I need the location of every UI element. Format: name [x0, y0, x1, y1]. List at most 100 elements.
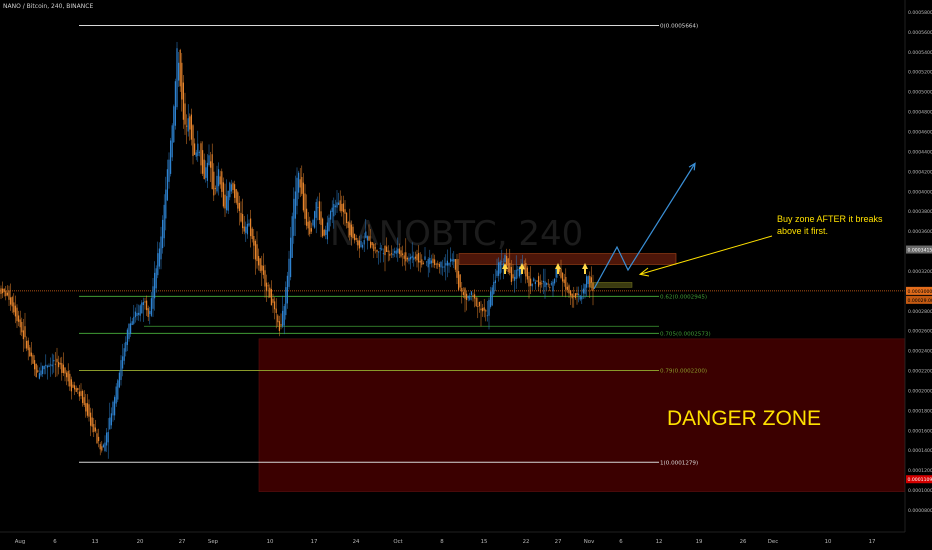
- candle-body: [34, 360, 36, 370]
- candle-body: [104, 442, 106, 452]
- price-tick-label: 0.0003800: [908, 209, 932, 215]
- candle-body: [451, 259, 453, 262]
- candle-body: [126, 329, 128, 345]
- candle-body: [170, 140, 172, 174]
- candle-body: [526, 267, 528, 280]
- projection-arrowhead: [688, 162, 696, 171]
- candle-body: [3, 288, 5, 292]
- candle-body: [318, 201, 320, 221]
- candle-body: [432, 258, 434, 263]
- candle-body: [478, 301, 480, 307]
- candle-body: [558, 268, 560, 272]
- candle-body: [342, 203, 344, 213]
- candle-body: [54, 363, 56, 365]
- rejection-marker: [502, 263, 508, 274]
- candle-body: [437, 263, 439, 265]
- candle-body: [298, 172, 300, 193]
- price-tick-label: 0.0004000: [908, 189, 932, 195]
- candle-body: [106, 432, 108, 446]
- candle-body: [27, 340, 29, 351]
- candle-body: [282, 310, 284, 327]
- candle-body: [354, 233, 356, 241]
- time-tick-label: Oct: [393, 539, 402, 545]
- candle-body: [352, 226, 354, 239]
- candle-body: [293, 198, 295, 236]
- price-tick-label: 0.0005400: [908, 50, 932, 56]
- price-tick-label: 0.0002600: [908, 329, 932, 335]
- price-tick-label: 0.0003600: [908, 229, 932, 235]
- candle-body: [360, 241, 362, 248]
- candle-body: [2, 288, 4, 294]
- candle-body: [162, 219, 164, 249]
- candle-body: [208, 155, 210, 165]
- candle-body: [589, 275, 591, 288]
- candle-body: [283, 306, 285, 326]
- candle-body: [141, 302, 143, 314]
- candle-body: [114, 397, 116, 416]
- candle-body: [365, 231, 367, 238]
- candle-body: [99, 444, 101, 450]
- candle-body: [494, 280, 496, 284]
- candle-body: [91, 417, 93, 427]
- candle-body: [502, 263, 504, 268]
- candle-body: [450, 258, 452, 262]
- time-tick-label: Dec: [768, 539, 778, 545]
- candle-body: [430, 260, 432, 264]
- candle-body: [250, 218, 252, 237]
- candle-body: [406, 257, 408, 260]
- candle-body: [80, 391, 82, 396]
- candle-body: [32, 355, 34, 364]
- candle-body: [24, 326, 26, 338]
- candle-body: [227, 190, 229, 211]
- candle-body: [274, 301, 276, 310]
- candle-body: [238, 202, 240, 212]
- candle-body: [458, 271, 460, 290]
- candle-body: [0, 288, 2, 294]
- candle-body: [339, 200, 341, 211]
- candle-body: [590, 277, 592, 283]
- candle-body: [531, 283, 533, 287]
- candle-body: [464, 288, 466, 299]
- candle-body: [173, 106, 175, 143]
- candle-body: [550, 283, 552, 285]
- candle-body: [194, 143, 196, 155]
- candle-body: [253, 236, 255, 246]
- candle-body: [570, 290, 572, 296]
- candle-body: [317, 207, 319, 209]
- candle-body: [384, 245, 386, 256]
- candle-body: [426, 261, 428, 263]
- candle-body: [307, 221, 309, 229]
- time-tick-label: 15: [481, 539, 488, 545]
- candle-body: [229, 182, 231, 198]
- time-tick-label: 6: [53, 539, 57, 545]
- candle-body: [325, 229, 327, 235]
- candle-body: [571, 293, 573, 299]
- candle-body: [446, 260, 448, 266]
- candle-body: [174, 81, 176, 126]
- candle-body: [237, 192, 239, 209]
- candle-body: [549, 287, 551, 288]
- candle-body: [232, 183, 234, 190]
- candle-body: [498, 262, 500, 276]
- candle-body: [454, 259, 456, 270]
- candle-body: [434, 259, 436, 266]
- candle-body: [402, 253, 404, 255]
- candle-body: [197, 143, 199, 156]
- candle-body: [358, 240, 360, 249]
- candle-body: [160, 236, 162, 260]
- candle-body: [542, 280, 544, 283]
- price-tick-label: 0.0004200: [908, 169, 932, 175]
- candle-body: [219, 176, 221, 185]
- candle-body: [515, 269, 517, 279]
- candle-body: [210, 161, 212, 168]
- candle-body: [499, 261, 501, 274]
- candle-body: [310, 228, 312, 232]
- candle-body: [309, 220, 311, 235]
- candle-body: [483, 307, 485, 311]
- candle-body: [125, 341, 127, 352]
- candle-body: [592, 282, 594, 291]
- candle-body: [418, 252, 420, 263]
- candle-body: [374, 247, 376, 249]
- candle-body: [50, 364, 52, 366]
